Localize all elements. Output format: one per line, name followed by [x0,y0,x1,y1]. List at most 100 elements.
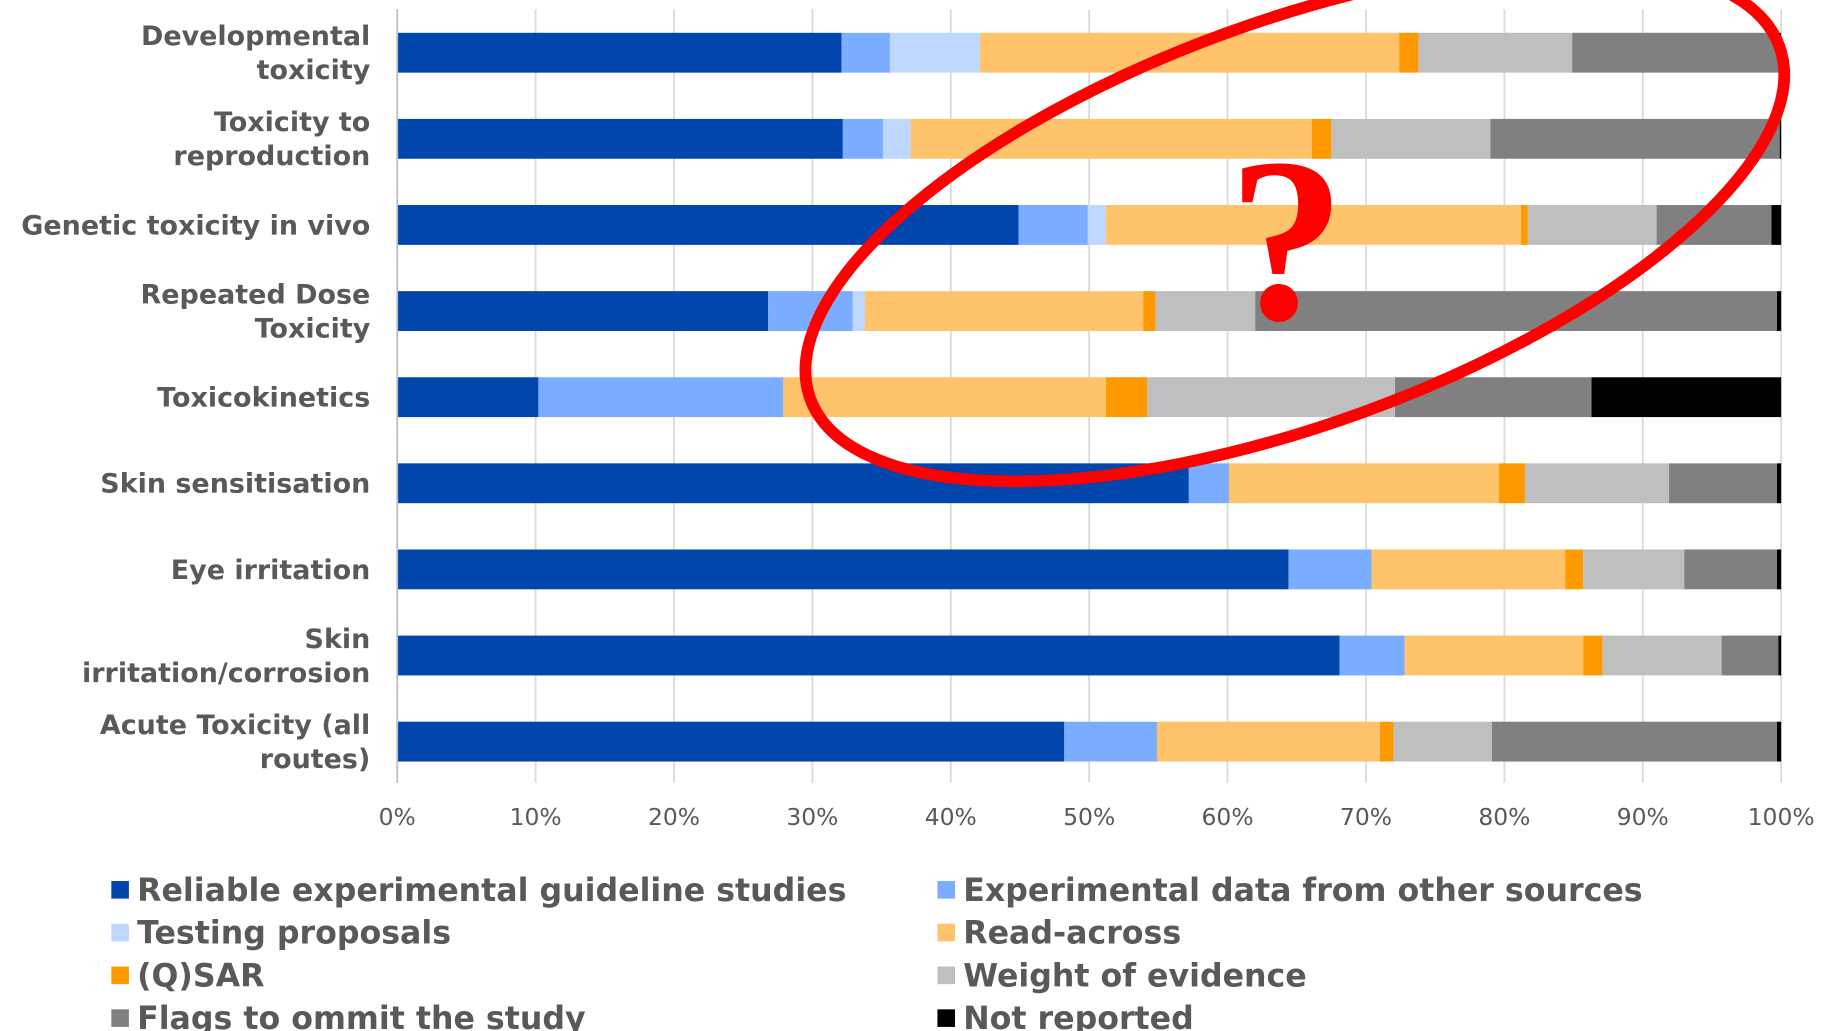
y-tick-label: Developmental [141,21,370,52]
bar-segment [1155,291,1256,331]
bar-segment [1418,32,1573,73]
legend: Reliable experimental guideline studies E… [111,873,1643,1031]
bar-segment [1776,549,1782,590]
x-tick-label: 60% [1202,803,1254,831]
x-tick-label: 80% [1478,803,1530,831]
legend-label: Read-across [963,916,1181,952]
highlight-ellipse [799,0,1791,488]
bar-segment [1565,549,1584,590]
bar-segment [1490,118,1780,159]
bar-segment [842,118,883,159]
legend-label: Flags to ommit the study [137,1001,586,1031]
legend-label: (Q)SAR [137,958,264,994]
y-tick-label: irritation/corrosion [82,658,370,689]
y-tick-label: Genetic toxicity in vivo [21,210,370,241]
y-tick-label: Eye irritation [171,555,371,586]
x-tick-label: 70% [1340,803,1392,831]
bar-segment [397,205,1019,245]
bar-segment [1339,635,1405,676]
bar-segment [1776,291,1782,331]
bar-segment [1311,118,1332,159]
bar-segment [397,32,842,73]
bar-segment [1087,205,1106,245]
x-tick-label: 0% [379,803,416,831]
bar-segment [852,291,865,331]
x-tick-label: 30% [786,803,838,831]
y-tick-label: Toxicity to [214,107,370,138]
bar-segment [1527,205,1657,245]
y-tick-label: reproduction [173,141,370,172]
legend-label: Testing proposals [137,916,451,952]
bar-segment [1721,635,1779,676]
bar-segment [1255,291,1777,331]
bar-segment [538,377,784,418]
bar-segment [1105,205,1521,245]
bar-segment [882,118,911,159]
question-mark: ? [1228,110,1345,370]
bar-segment [1591,377,1782,418]
bar-segment [889,32,980,73]
bar-segment [397,721,1065,762]
labels: 0% 10% 20% 30% 40% 50% 60% 70% 80% 90% 100% Develop… [21,21,1814,831]
bar-segment [1498,463,1526,504]
legend-label: Weight of evidence [963,958,1307,994]
bar-segment [1105,377,1148,418]
bar-segment [1379,721,1394,762]
y-tick-label: Repeated Dose [141,279,371,310]
bar-segment [1188,463,1229,504]
bar-segment [1520,205,1528,245]
bar-segment [1018,205,1088,245]
bar-segment [397,635,1340,676]
bar-segment [1288,549,1372,590]
y-tick-label: toxicity [257,55,371,86]
x-tick-label: 100% [1748,803,1815,831]
legend-swatch [111,1009,129,1027]
bar-segment [841,32,890,73]
bar-segment [1583,549,1685,590]
bar-segment [1583,635,1603,676]
bar-segment [397,549,1289,590]
bar-segment [1399,32,1419,73]
x-tick-label: 90% [1617,803,1669,831]
bar-segment [1778,635,1782,676]
bar-segment [1525,463,1670,504]
legend-swatch [111,966,129,985]
bar-segment [1064,721,1157,762]
bar-segment [1602,635,1722,676]
bar-segment [1331,118,1491,159]
y-tick-label: Skin sensitisation [100,469,370,500]
y-tick-label: routes) [260,744,370,775]
x-tick-label: 40% [925,803,977,831]
x-tick-label: 10% [510,803,562,831]
bar-segment [1669,463,1777,504]
bar-segment [1404,635,1584,676]
bar-segment [397,118,843,159]
legend-swatch [937,1009,956,1027]
bar-segment [1393,721,1492,762]
bar-segment [783,377,1106,418]
bar-segment [1771,205,1782,245]
bar-segment [1371,549,1566,590]
x-tick-label: 50% [1063,803,1115,831]
y-tick-label: Toxicity [255,313,371,344]
bar-segment [1779,118,1782,159]
bar-segment [1228,463,1499,504]
bar-segment [1143,291,1156,331]
legend-swatch [937,881,956,899]
y-tick-label: Toxicokinetics [157,383,370,414]
bar-segment [1491,721,1777,762]
legend-swatch [937,966,956,985]
legend-label: Not reported [963,1001,1194,1031]
bar-segment [864,291,1144,331]
y-tick-label: Skin [305,624,371,655]
bar-segment [1776,463,1782,504]
bar-segment [397,377,539,418]
legend-swatch [111,923,129,942]
legend-swatch [111,881,129,899]
bar-segment [1684,549,1777,590]
legend-label: Experimental data from other sources [963,873,1642,909]
y-tick-label: Acute Toxicity (all [100,710,370,741]
bars [397,32,1782,762]
bar-segment [1776,721,1782,762]
bar-segment [397,291,769,331]
